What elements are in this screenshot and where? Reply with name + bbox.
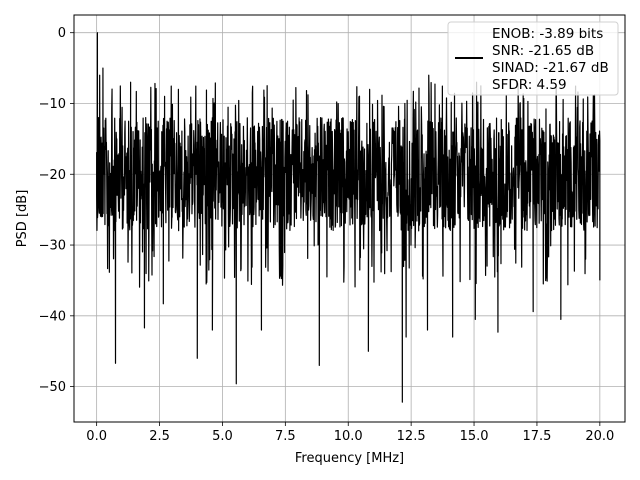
x-axis-label: Frequency [MHz] — [295, 451, 404, 466]
y-axis: 0 −10 −20 −30 −40 −50 — [39, 26, 74, 395]
y-tick-label: −30 — [39, 239, 66, 254]
y-tick-label: −50 — [39, 380, 66, 395]
legend-entry: SINAD: -21.67 dB — [492, 60, 609, 76]
x-axis: 0.0 2.5 5.0 7.5 10.0 12.5 15.0 17.5 20.0 — [86, 422, 614, 444]
x-tick-label: 17.5 — [522, 429, 551, 444]
x-tick-label: 15.0 — [460, 429, 489, 444]
x-tick-label: 7.5 — [275, 429, 296, 444]
x-tick-label: 20.0 — [585, 429, 614, 444]
psd-line — [96, 32, 601, 403]
y-tick-label: −10 — [39, 97, 66, 112]
axes-frame — [73, 14, 626, 423]
x-tick-label: 5.0 — [212, 429, 233, 444]
y-tick-label: −20 — [39, 168, 66, 183]
legend-entry: ENOB: -3.89 bits — [492, 26, 603, 42]
y-tick-label: −40 — [39, 309, 66, 324]
y-tick-label: 0 — [58, 26, 66, 41]
x-tick-label: 0.0 — [86, 429, 107, 444]
x-tick-label: 10.0 — [334, 429, 363, 444]
series-group — [96, 32, 601, 403]
legend-box — [447, 21, 619, 96]
legend-entry: SNR: -21.65 dB — [492, 43, 594, 59]
y-axis-label: PSD [dB] — [15, 190, 30, 248]
x-tick-label: 2.5 — [149, 429, 170, 444]
legend-entry: SFDR: 4.59 — [492, 77, 567, 93]
x-tick-label: 12.5 — [397, 429, 426, 444]
